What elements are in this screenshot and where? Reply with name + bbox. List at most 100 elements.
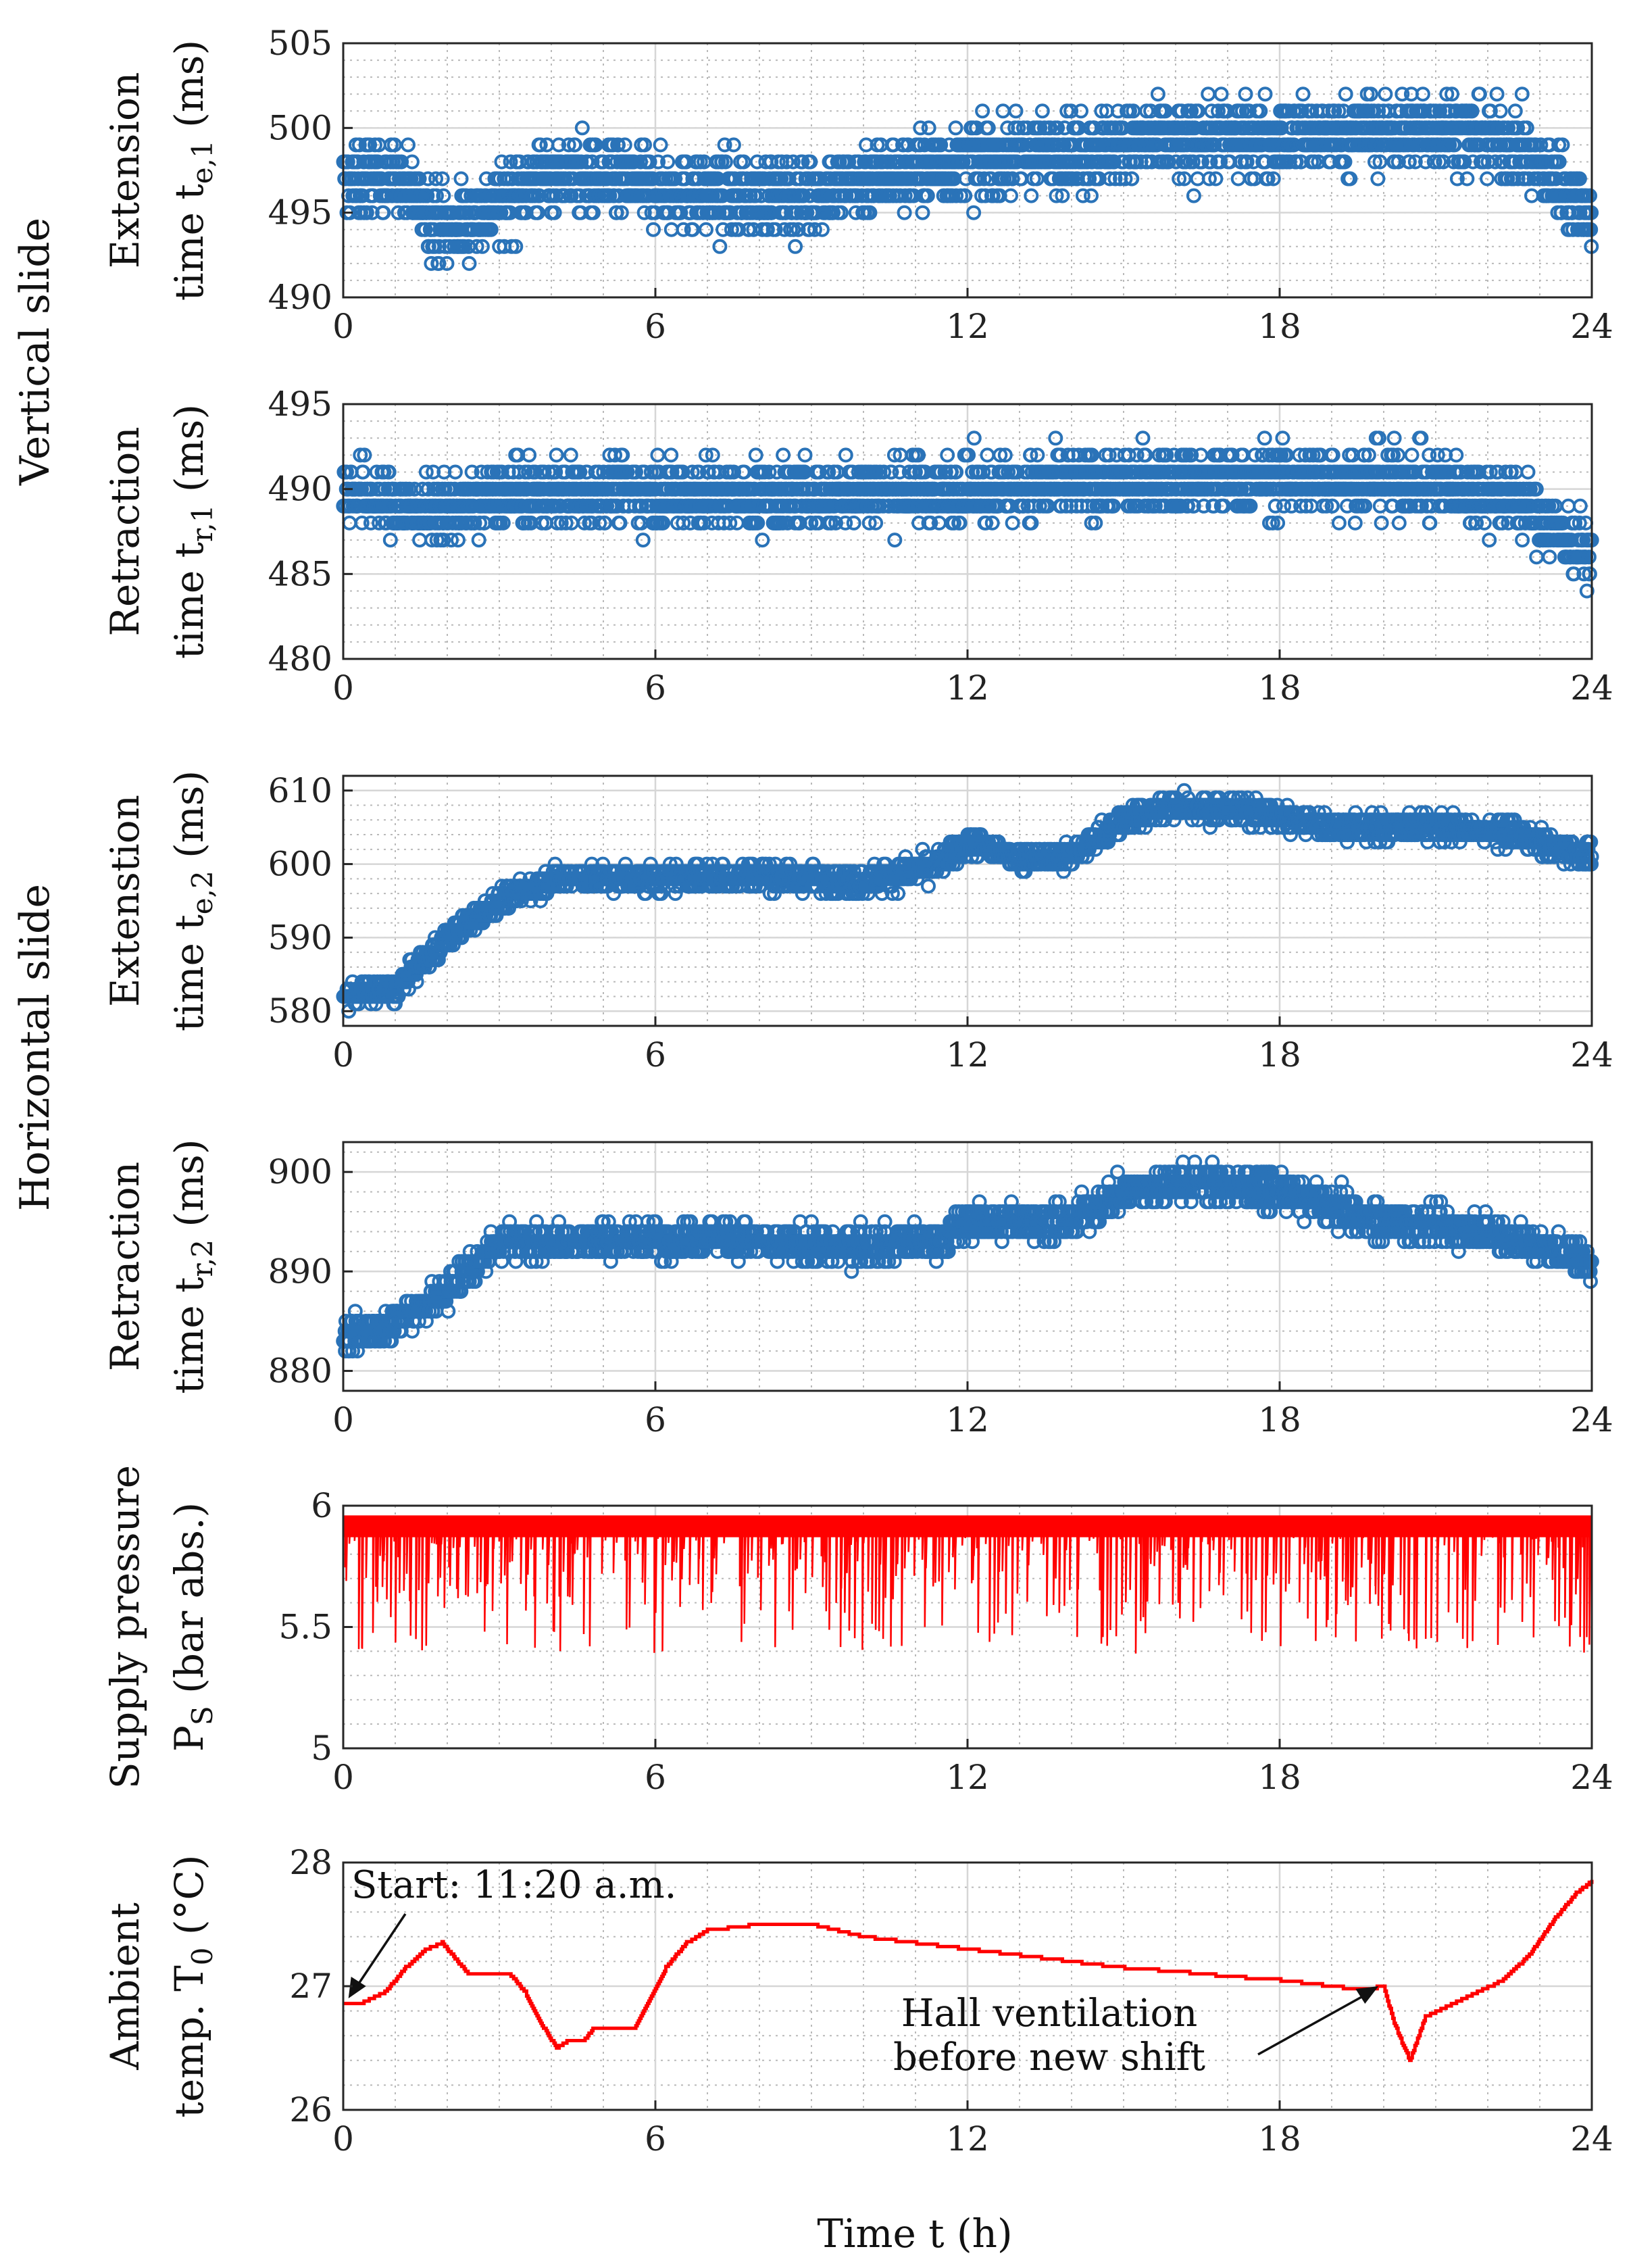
data-point	[1203, 154, 1218, 170]
data-point	[696, 515, 711, 531]
data-point	[609, 205, 624, 220]
data-point	[1201, 171, 1217, 187]
data-point	[1295, 87, 1311, 102]
data-point	[436, 188, 451, 203]
data-point	[495, 515, 511, 531]
data-point	[1135, 430, 1151, 446]
data-point	[597, 515, 613, 531]
data-point	[682, 515, 698, 531]
data-point	[439, 255, 455, 271]
data-point	[975, 103, 990, 119]
data-point	[401, 137, 416, 153]
data-point	[1445, 87, 1459, 102]
data-point	[1446, 154, 1461, 170]
data-point	[1257, 87, 1273, 102]
data-point	[897, 205, 912, 220]
data-point	[1185, 154, 1201, 170]
data-point	[474, 239, 490, 254]
data-point	[949, 188, 964, 203]
data-point	[548, 464, 563, 480]
data-point	[1107, 171, 1123, 187]
data-point	[1489, 87, 1505, 102]
data-point	[1150, 87, 1165, 102]
data-point	[572, 464, 588, 480]
data-point	[467, 515, 482, 531]
data-point	[1260, 171, 1276, 187]
data-point	[726, 137, 741, 153]
data-point	[404, 154, 420, 170]
y-axis-label-line2: time te,1 (ms)	[166, 40, 219, 301]
horizontal-slide-label: Horizontal slide	[11, 884, 59, 1211]
data-point	[886, 137, 901, 153]
data-point	[1084, 188, 1099, 203]
data-point	[558, 515, 574, 531]
data-point	[617, 137, 632, 153]
data-point	[372, 515, 387, 531]
data-point	[493, 205, 509, 220]
data-point	[434, 171, 450, 187]
data-point	[1582, 188, 1597, 203]
data-point	[1074, 103, 1088, 119]
data-point	[913, 120, 928, 136]
data-point	[1194, 154, 1209, 170]
data-point	[478, 171, 494, 187]
x-tick-label: 12	[946, 668, 989, 708]
data-point	[1207, 137, 1222, 153]
data-point	[976, 171, 992, 187]
data-point	[1501, 120, 1515, 136]
data-point	[1049, 188, 1064, 203]
data-point	[436, 533, 451, 548]
y-axis-label-unit: (ms)	[166, 40, 212, 140]
data-point	[532, 188, 547, 203]
x-tick-label: 18	[1258, 307, 1301, 346]
data-point	[1343, 171, 1358, 187]
data-point	[1082, 171, 1097, 187]
data-point	[1372, 154, 1388, 170]
y-tick-label: 495	[268, 193, 332, 232]
data-point	[411, 171, 427, 187]
data-point	[511, 464, 527, 480]
data-point	[547, 205, 562, 220]
data-point	[351, 137, 367, 153]
data-point	[933, 137, 949, 153]
y-tick-label: 490	[268, 470, 332, 509]
data-point	[355, 464, 371, 480]
data-point	[1211, 103, 1226, 119]
data-point	[620, 464, 635, 480]
data-point	[1449, 171, 1465, 187]
data-point	[1407, 154, 1423, 170]
grid	[342, 403, 1593, 660]
data-point	[1107, 154, 1122, 170]
data-point	[607, 447, 623, 463]
y-axis-label-unit: (ms)	[166, 404, 212, 504]
data-point	[1008, 103, 1024, 119]
data-point	[634, 498, 649, 514]
data-point	[841, 154, 857, 170]
data-point	[412, 533, 428, 548]
data-point	[731, 222, 746, 237]
data-point	[1480, 171, 1495, 187]
data-point	[528, 464, 543, 480]
data-point	[1459, 171, 1475, 187]
data-point	[1472, 87, 1487, 102]
y-tick-label: 495	[268, 385, 332, 424]
data-point	[431, 255, 447, 271]
data-point	[1055, 188, 1070, 203]
data-point	[1492, 103, 1508, 119]
data-point	[1063, 103, 1079, 119]
x-tick-label: 12	[946, 307, 989, 346]
y-axis-label-line2: time tr,1 (ms)	[166, 404, 219, 659]
y-axis-label-prefix: time t	[166, 542, 212, 659]
data-point	[586, 205, 601, 220]
data-point	[429, 188, 444, 203]
data-point	[698, 447, 713, 463]
y-tick-label: 490	[268, 278, 332, 317]
scatter-series	[336, 430, 1599, 599]
data-point	[549, 447, 564, 463]
data-point	[418, 464, 434, 480]
data-point	[483, 222, 499, 237]
y-axis-label-line1: Retraction	[102, 426, 148, 636]
data-point	[660, 154, 676, 170]
data-point	[522, 447, 537, 463]
data-point	[779, 154, 795, 170]
